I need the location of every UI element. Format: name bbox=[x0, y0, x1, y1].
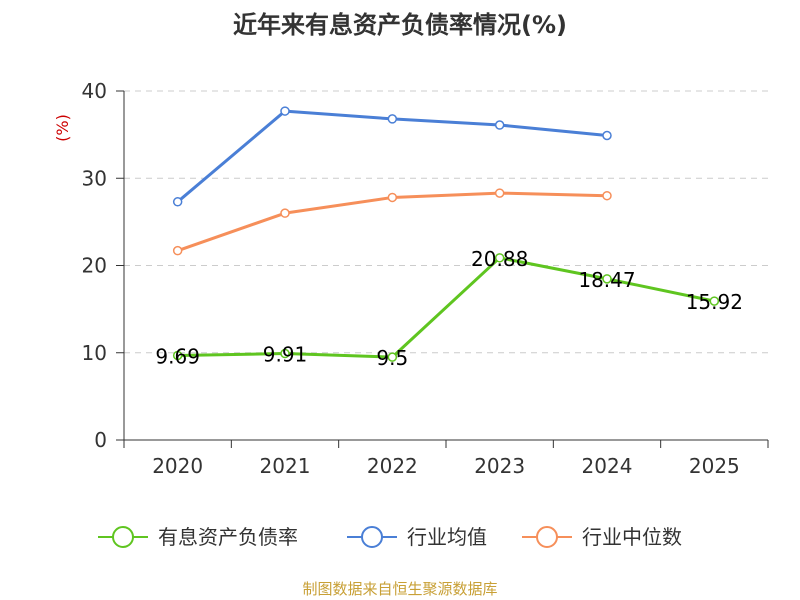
series-2 bbox=[172, 188, 612, 256]
data-point[interactable] bbox=[602, 130, 612, 141]
chart-title: 近年来有息资产负债率情况(%) bbox=[233, 11, 567, 39]
x-tick-label: 2024 bbox=[582, 454, 633, 478]
data-point[interactable] bbox=[280, 348, 290, 359]
data-point[interactable] bbox=[280, 208, 290, 218]
y-axis-label: (%) bbox=[53, 114, 72, 142]
x-tick-label: 2021 bbox=[260, 454, 311, 478]
y-tick-label: 20 bbox=[82, 254, 107, 278]
data-point[interactable] bbox=[494, 120, 505, 130]
y-tick-label: 30 bbox=[82, 166, 107, 190]
data-point[interactable] bbox=[709, 296, 720, 306]
x-tick-label: 2022 bbox=[367, 454, 418, 478]
series-1 bbox=[172, 106, 612, 207]
legend-marker bbox=[536, 526, 558, 548]
x-tick-label: 2020 bbox=[152, 454, 203, 478]
source-note: 制图数据来自恒生聚源数据库 bbox=[302, 580, 497, 598]
legend[interactable]: 有息资产负债率 行业均值 行业中位数 bbox=[98, 525, 682, 549]
data-point[interactable] bbox=[494, 253, 505, 263]
x-tick-label: 2025 bbox=[689, 454, 740, 478]
data-label: 20.88 bbox=[471, 247, 528, 271]
series-0 bbox=[172, 253, 720, 362]
legend-marker bbox=[361, 526, 383, 548]
legend-item-0[interactable]: 有息资产负债率 bbox=[98, 525, 298, 549]
data-label: 9.91 bbox=[263, 343, 308, 367]
data-label: 15.92 bbox=[686, 290, 743, 314]
y-tick-label: 0 bbox=[94, 428, 107, 452]
axes: 0 10 20 30 40 2020 2021 2022 2023 2024 2025 bbox=[82, 79, 769, 478]
data-label: 18.47 bbox=[578, 268, 635, 292]
data-point[interactable] bbox=[172, 197, 183, 207]
data-point[interactable] bbox=[387, 192, 398, 203]
data-point[interactable] bbox=[387, 114, 398, 124]
data-point[interactable] bbox=[172, 350, 183, 361]
legend-label: 有息资产负债率 bbox=[158, 525, 298, 549]
legend-marker bbox=[112, 526, 134, 548]
y-tick-label: 40 bbox=[82, 79, 107, 103]
data-label: 9.5 bbox=[376, 346, 408, 370]
series-line bbox=[176, 109, 608, 203]
legend-item-1[interactable]: 行业均值 bbox=[347, 525, 487, 549]
gridlines bbox=[124, 90, 768, 354]
legend-item-2[interactable]: 行业中位数 bbox=[522, 525, 682, 549]
legend-label: 行业中位数 bbox=[582, 525, 682, 549]
data-point[interactable] bbox=[602, 190, 612, 201]
x-tick-label: 2023 bbox=[474, 454, 525, 478]
data-point[interactable] bbox=[602, 274, 612, 284]
data-point[interactable] bbox=[280, 106, 290, 116]
data-point[interactable] bbox=[494, 188, 505, 198]
data-label: 9.69 bbox=[155, 344, 200, 368]
data-point[interactable] bbox=[387, 352, 398, 362]
series-line bbox=[177, 256, 715, 359]
data-point[interactable] bbox=[172, 245, 183, 256]
series-layer: 9.69 9.91 9.5 20.88 18.47 15.92 bbox=[155, 106, 743, 370]
legend-label: 行业均值 bbox=[407, 525, 487, 549]
y-tick-label: 10 bbox=[82, 341, 107, 365]
